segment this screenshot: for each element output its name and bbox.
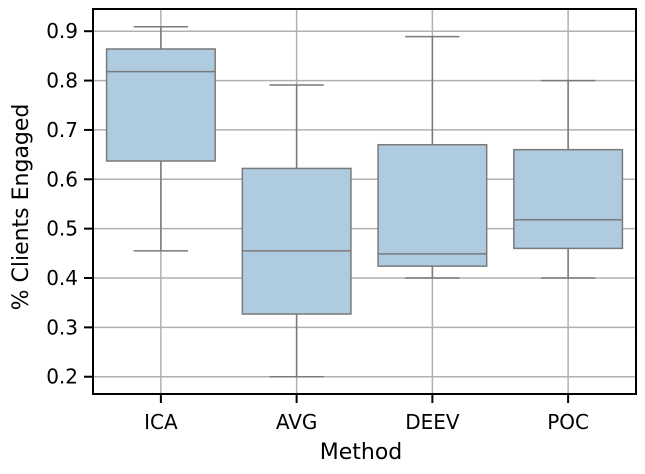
y-axis-label: % Clients Engaged — [9, 104, 34, 311]
interquartile-box — [241, 167, 352, 315]
box-poc — [513, 79, 624, 279]
x-tick-label: ICA — [144, 410, 178, 434]
x-axis-label: Method — [320, 440, 403, 465]
y-tick-label: 0.5 — [46, 217, 78, 241]
y-tick-label: 0.4 — [46, 266, 78, 290]
x-tick-label: DEEV — [405, 410, 460, 434]
y-tick-label: 0.9 — [46, 19, 78, 43]
x-tick-label: AVG — [276, 410, 318, 434]
x-tick-label: POC — [547, 410, 589, 434]
axes — [92, 8, 637, 395]
plot-frame — [92, 8, 637, 395]
tick-labels: 0.2 0.3 0.4 0.5 0.6 0.7 0.8 0.9 ICA AVG DEEV POC — [46, 19, 589, 434]
interquartile-box — [377, 143, 488, 267]
y-tick-label: 0.2 — [46, 365, 78, 389]
box-ica — [105, 26, 216, 252]
box-plot-series — [105, 26, 624, 378]
y-tick-label: 0.8 — [46, 69, 78, 93]
y-tick-label: 0.7 — [46, 118, 78, 142]
box-avg — [241, 84, 352, 378]
interquartile-box — [105, 48, 216, 162]
y-tick-label: 0.6 — [46, 167, 78, 191]
y-tick-label: 0.3 — [46, 315, 78, 339]
box-deev — [377, 35, 488, 279]
interquartile-box — [513, 148, 624, 250]
